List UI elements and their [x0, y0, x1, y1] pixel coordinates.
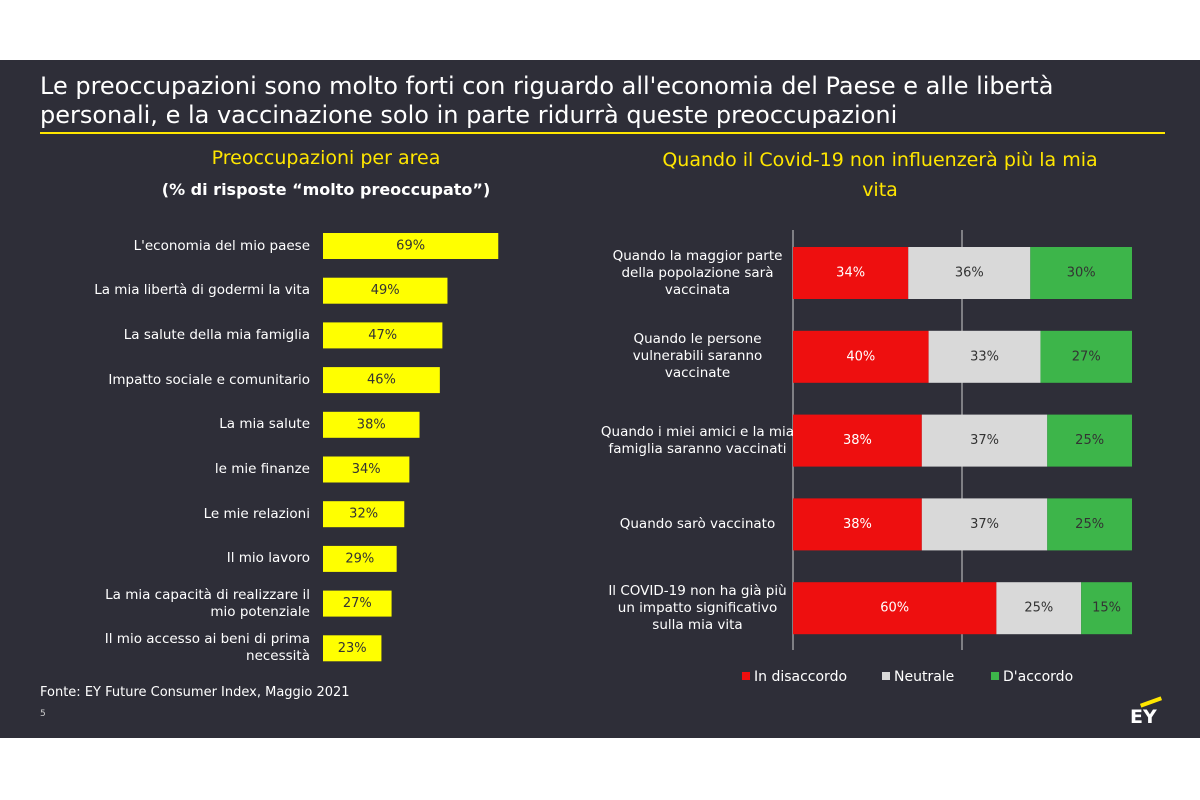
legend-label: In disaccordo — [754, 669, 847, 685]
value-label: 37% — [970, 433, 999, 448]
category-label: La mia salute — [219, 416, 310, 433]
value-label: 38% — [843, 433, 872, 448]
category-label: Impatto sociale e comunitario — [108, 371, 310, 388]
category-label: Quando le persone vulnerabili saranno va… — [632, 331, 763, 382]
value-label: 49% — [371, 283, 400, 298]
category-label-box: Il COVID-19 non ha già più un impatto si… — [600, 568, 795, 648]
value-label: 46% — [367, 373, 396, 388]
value-label: 25% — [1075, 517, 1104, 532]
legend-swatch — [742, 672, 750, 680]
bar-segment — [793, 498, 922, 551]
chart-title: Quando il Covid-19 non influenzerà più l… — [662, 149, 1098, 201]
category-label-box: Quando sarò vaccinato — [600, 484, 795, 564]
value-label: 23% — [338, 641, 367, 656]
value-label: 29% — [345, 551, 374, 566]
category-label: Le mie relazioni — [203, 505, 310, 522]
category-label-box: Le mie relazioni — [80, 492, 310, 536]
value-label: 60% — [880, 601, 909, 616]
category-label-box: Quando le persone vulnerabili saranno va… — [600, 317, 795, 397]
value-label: 33% — [970, 349, 999, 364]
legend-swatch — [882, 672, 890, 680]
bar-segment — [793, 330, 929, 383]
source: Fonte: EY Future Consumer Index, Maggio … — [40, 685, 350, 700]
bar-segment — [793, 582, 997, 635]
category-label-box: Il mio lavoro — [80, 537, 310, 581]
bar-segment — [908, 247, 1031, 299]
title-rule — [40, 132, 1165, 134]
bar-segment — [1047, 498, 1132, 551]
category-label-box: La salute della mia famiglia — [80, 313, 310, 357]
category-label-box: Quando la maggior parte della popolazion… — [600, 233, 795, 313]
bar-segment — [921, 414, 1048, 467]
bar — [323, 501, 405, 528]
category-label: Quando i miei amici e la mia famiglia sa… — [600, 423, 795, 457]
legend-label: D'accordo — [1003, 669, 1073, 685]
category-label-box: Il mio accesso ai beni di prima necessit… — [80, 626, 310, 670]
legend-label: Neutrale — [894, 669, 954, 685]
bar — [323, 411, 420, 438]
category-label-box: La mia salute — [80, 403, 310, 447]
bar-segment — [921, 498, 1048, 551]
bar — [323, 590, 392, 617]
bar-segment — [793, 414, 922, 467]
page-number: 5 — [40, 709, 46, 719]
category-label: La salute della mia famiglia — [123, 326, 310, 343]
logo: EY — [1130, 706, 1157, 728]
bar-segment — [793, 247, 909, 299]
category-label: Il mio accesso ai beni di prima necessit… — [104, 631, 310, 665]
category-label: le mie finanze — [214, 461, 310, 477]
category-label-box: le mie finanze — [80, 448, 310, 492]
value-label: 40% — [846, 349, 875, 364]
chart-subtitle: (% di risposte “molto preoccupato”) — [161, 180, 491, 199]
value-label: 34% — [836, 266, 865, 281]
bar — [323, 367, 440, 394]
chart-title: Preoccupazioni per area — [211, 147, 441, 169]
bar-segment — [928, 330, 1041, 383]
slide-title: Le preoccupazioni sono molto forti con r… — [40, 72, 1054, 129]
category-label: La mia capacità di realizzare il mio pot… — [105, 586, 310, 620]
value-label: 25% — [1075, 433, 1104, 448]
category-label: L'economia del mio paese — [133, 237, 310, 254]
value-label: 15% — [1092, 601, 1121, 616]
value-label: 69% — [396, 239, 425, 254]
category-label: La mia libertà di godermi la vita — [94, 282, 310, 299]
category-label: Il COVID-19 non ha già più un impatto si… — [608, 582, 787, 633]
bar — [323, 545, 397, 572]
category-label: Quando la maggior parte della popolazion… — [612, 247, 783, 298]
legend-swatch — [991, 672, 999, 680]
category-label: Il mio lavoro — [226, 550, 310, 567]
value-label: 25% — [1024, 601, 1053, 616]
value-label: 37% — [970, 517, 999, 532]
bar — [323, 456, 410, 483]
bar — [323, 322, 443, 349]
value-label: 47% — [368, 328, 397, 343]
bar-segment — [1047, 414, 1132, 467]
bar-segment — [996, 582, 1082, 635]
bar — [323, 233, 499, 259]
value-label: 30% — [1067, 266, 1096, 281]
value-label: 34% — [352, 462, 381, 477]
value-label: 36% — [955, 266, 984, 281]
value-label: 38% — [357, 417, 386, 432]
value-label: 27% — [1072, 349, 1101, 364]
bar-segment — [1040, 330, 1132, 383]
value-label: 27% — [343, 596, 372, 611]
category-label-box: La mia capacità di realizzare il mio pot… — [80, 582, 310, 626]
bar — [323, 277, 448, 304]
category-label-box: Impatto sociale e comunitario — [80, 358, 310, 402]
category-label-box: L'economia del mio paese — [80, 224, 310, 268]
category-label-box: La mia libertà di godermi la vita — [80, 269, 310, 313]
bar-segment — [1030, 247, 1132, 299]
bar-segment — [1081, 582, 1132, 635]
value-label: 32% — [349, 507, 378, 522]
value-label: 38% — [843, 517, 872, 532]
category-label-box: Quando i miei amici e la mia famiglia sa… — [600, 401, 795, 481]
bar — [323, 635, 382, 662]
category-label: Quando sarò vaccinato — [619, 515, 776, 532]
